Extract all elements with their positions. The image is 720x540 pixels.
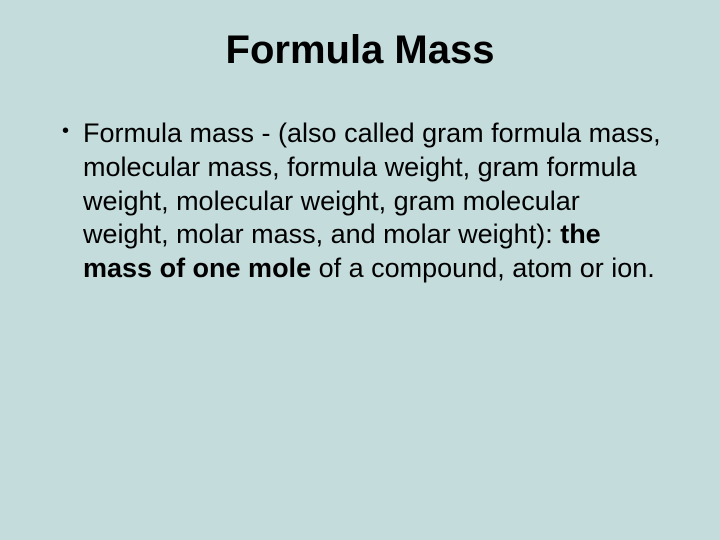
bullet-text: Formula mass - (also called gram formula… [83,117,670,286]
bullet-glyph: • [62,119,69,144]
slide-title: Formula Mass [50,28,670,73]
bullet-tail: of a compound, atom or ion. [311,253,655,283]
bullet-item: • Formula mass - (also called gram formu… [50,117,670,286]
slide: Formula Mass • Formula mass - (also call… [0,0,720,540]
